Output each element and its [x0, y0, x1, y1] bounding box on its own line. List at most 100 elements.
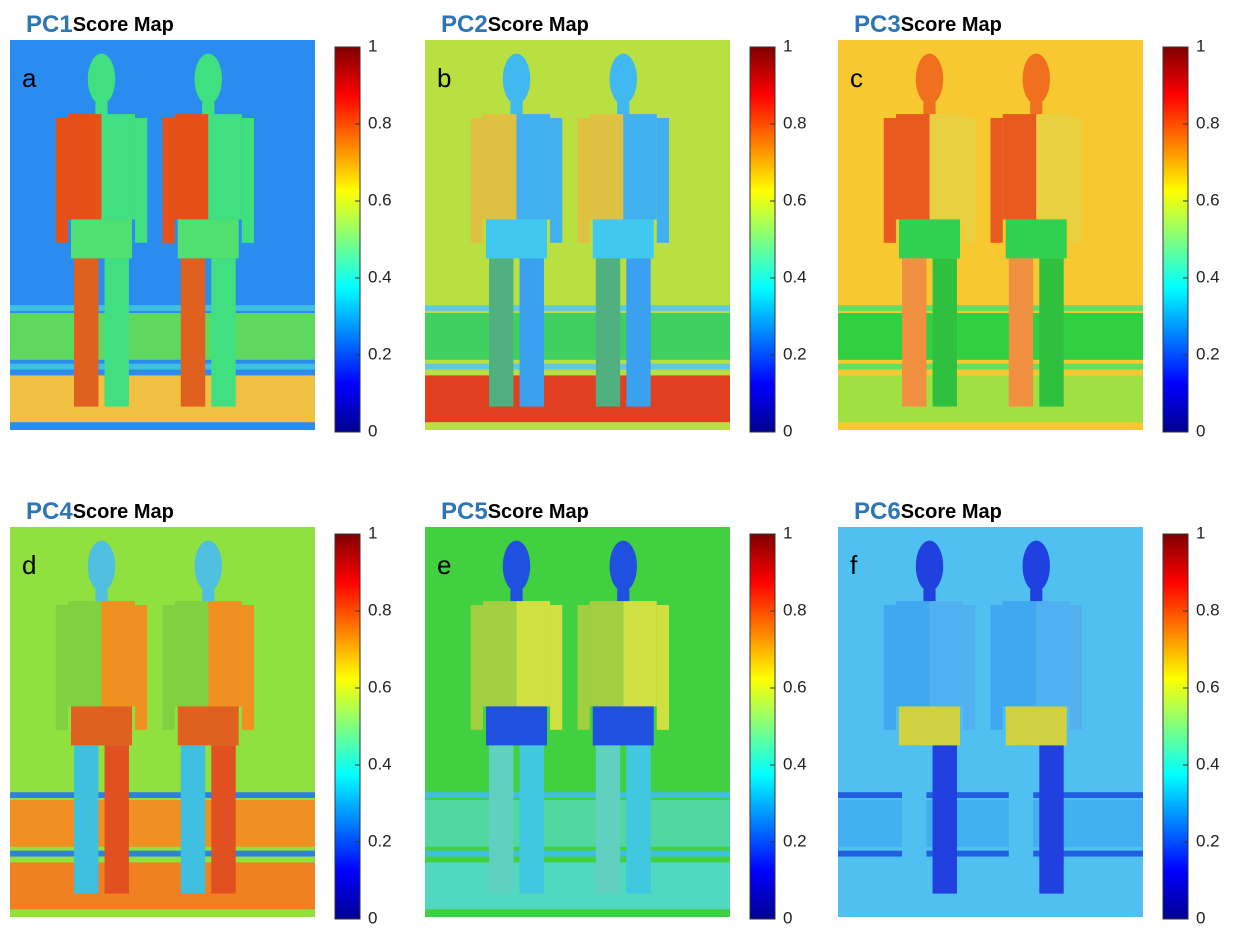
map-region — [178, 706, 239, 745]
map-region — [916, 541, 943, 592]
colorbar-tick-label: 0.8 — [1196, 113, 1220, 132]
colorbar-tick-label: 0 — [783, 908, 792, 924]
colorbar-tick-label: 0 — [368, 908, 377, 924]
colorbar-tick-label: 0.2 — [783, 344, 807, 363]
map-region — [181, 258, 205, 406]
map-region — [135, 118, 147, 243]
colorbar-tick-label: 0 — [1196, 421, 1205, 440]
map-region — [105, 745, 129, 893]
map-region — [242, 605, 254, 730]
map-region — [838, 364, 1143, 370]
map-region — [163, 118, 175, 243]
score-map-image — [838, 40, 1143, 430]
map-region — [1003, 114, 1037, 219]
map-region — [71, 706, 132, 745]
panel-title: PC6Score Map — [854, 498, 1002, 525]
map-region — [930, 601, 964, 706]
map-region — [135, 605, 147, 730]
panel-letter: d — [22, 550, 36, 580]
colorbar — [1163, 47, 1188, 432]
map-region — [930, 114, 964, 219]
map-region — [1036, 114, 1070, 219]
score-map-image — [10, 527, 315, 917]
map-region — [425, 792, 730, 798]
colorbar-tick-label: 0.4 — [368, 267, 392, 286]
map-region — [10, 851, 315, 857]
colorbar-tick-label: 0.8 — [368, 600, 392, 619]
map-region — [1009, 745, 1033, 893]
map-region — [483, 601, 517, 706]
map-region — [520, 258, 544, 406]
map-region — [590, 114, 624, 219]
map-region — [550, 605, 562, 730]
title-text: Score Map — [73, 501, 174, 523]
score-map-image — [425, 40, 730, 430]
map-region — [838, 792, 1143, 798]
colorbar-tick-label: 0.6 — [368, 190, 392, 209]
map-region — [520, 745, 544, 893]
colorbar-tick-label: 1 — [1196, 523, 1205, 542]
map-region — [105, 258, 129, 406]
map-region — [933, 258, 957, 406]
colorbar — [1163, 534, 1188, 919]
figure: PC1Score Mapa00.20.40.60.81PC2Score Mapb… — [0, 0, 1249, 924]
map-region — [1070, 118, 1082, 243]
map-region — [590, 601, 624, 706]
map-region — [626, 258, 650, 406]
map-region — [486, 219, 547, 258]
colorbar-tick-label: 1 — [1196, 36, 1205, 55]
colorbar-tick-label: 0.2 — [368, 344, 392, 363]
colorbar-tick-label: 0.8 — [368, 113, 392, 132]
map-region — [10, 364, 315, 370]
colorbar-tick-label: 0.8 — [783, 600, 807, 619]
map-region — [486, 706, 547, 745]
map-region — [838, 800, 1143, 847]
map-region — [1036, 601, 1070, 706]
map-region — [71, 219, 132, 258]
colorbar-tick-label: 1 — [783, 523, 792, 542]
map-region — [163, 605, 175, 730]
panel-letter: b — [437, 63, 451, 93]
map-region — [10, 862, 315, 909]
title-prefix: PC4 — [26, 498, 73, 525]
map-region — [896, 601, 930, 706]
map-region — [517, 601, 551, 706]
panel-letter: e — [437, 550, 451, 580]
map-region — [74, 258, 98, 406]
colorbar-tick-label: 0.6 — [1196, 677, 1220, 696]
map-region — [208, 114, 242, 219]
colorbar-tick-label: 0.2 — [1196, 344, 1220, 363]
panel-title: PC2Score Map — [441, 11, 589, 38]
title-text: Score Map — [488, 14, 589, 36]
colorbar-tick-label: 0.2 — [1196, 831, 1220, 850]
colorbar-tick-label: 0.4 — [1196, 267, 1220, 286]
map-region — [933, 745, 957, 893]
colorbar — [750, 534, 775, 919]
map-region — [902, 745, 926, 893]
map-region — [503, 54, 530, 105]
map-region — [838, 313, 1143, 360]
map-region — [578, 118, 590, 243]
title-text: Score Map — [901, 14, 1002, 36]
colorbar-tick-label: 0.2 — [783, 831, 807, 850]
map-region — [10, 792, 315, 798]
map-region — [489, 745, 513, 893]
title-prefix: PC2 — [441, 11, 488, 38]
map-region — [1006, 706, 1067, 745]
map-region — [1070, 605, 1082, 730]
colorbar-tick-label: 1 — [368, 36, 377, 55]
map-region — [208, 601, 242, 706]
map-region — [88, 541, 115, 592]
map-region — [902, 258, 926, 406]
map-region — [623, 601, 657, 706]
map-region — [242, 118, 254, 243]
map-region — [56, 118, 68, 243]
map-region — [503, 541, 530, 592]
colorbar-tick-label: 0.4 — [783, 267, 807, 286]
map-region — [10, 800, 315, 847]
map-region — [195, 54, 222, 105]
colorbar-tick-label: 0.8 — [783, 113, 807, 132]
map-region — [838, 305, 1143, 311]
